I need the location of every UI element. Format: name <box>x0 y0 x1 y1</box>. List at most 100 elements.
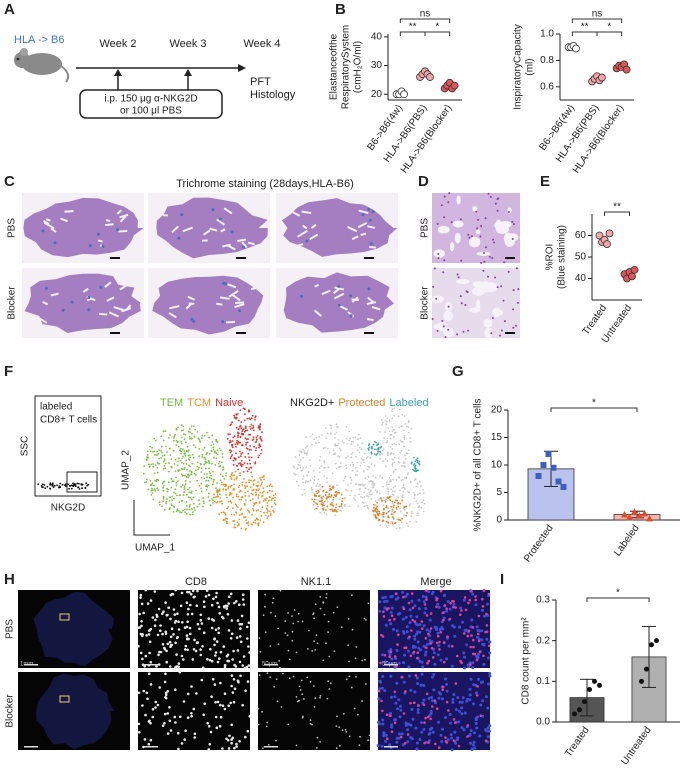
cell-dot <box>230 684 233 688</box>
umap-cell <box>374 504 377 507</box>
umap-cell <box>373 513 375 516</box>
umap-cell <box>393 432 396 434</box>
umap-cell <box>405 476 408 478</box>
scale-label: 50μm <box>382 662 397 668</box>
cell-dot <box>450 664 454 668</box>
umap-cell <box>245 447 248 449</box>
umap-cell <box>143 481 146 484</box>
cell-dot <box>227 704 230 707</box>
umap-cell <box>264 498 266 500</box>
umap-cell <box>325 497 328 500</box>
cell-dot <box>280 706 283 708</box>
cell-dot <box>278 659 281 662</box>
cell-dot <box>454 708 458 712</box>
umap-cell <box>341 500 343 503</box>
umap-cell <box>393 414 396 417</box>
cell-dot <box>174 688 177 691</box>
cell-dot <box>396 612 400 616</box>
umap-cell <box>147 456 149 459</box>
cell-dot <box>246 680 250 683</box>
cell-dot <box>338 726 341 729</box>
umap-cell <box>252 521 255 524</box>
umap-cell <box>178 509 180 512</box>
umap-cell <box>339 462 342 465</box>
cell-dot <box>231 658 234 661</box>
cell-dot <box>406 728 410 732</box>
airway <box>119 215 127 223</box>
umap-cell <box>409 503 411 506</box>
cell-dot <box>463 632 466 635</box>
y-axis-label: %ROI <box>545 244 556 271</box>
umap-cell <box>254 419 256 421</box>
umap-cell <box>236 439 238 442</box>
umap-cell <box>173 435 176 438</box>
cell-dot <box>270 611 272 614</box>
umap-cell <box>251 427 254 430</box>
cell-dot <box>247 664 251 667</box>
umap-cell <box>196 505 199 508</box>
umap-cell <box>387 427 390 429</box>
cell-dot <box>151 616 155 619</box>
cell-dot <box>156 633 160 637</box>
umap-cell <box>391 465 394 467</box>
cell-dot <box>326 697 329 700</box>
umap-cell <box>254 449 257 452</box>
umap-cell <box>315 494 317 497</box>
cell-dot <box>319 741 321 743</box>
umap-cell <box>231 474 234 477</box>
umap-cell <box>168 437 170 439</box>
cell-dot <box>390 606 394 610</box>
cell-dot <box>458 709 461 713</box>
umap-cell <box>312 503 315 506</box>
umap-cell <box>239 474 242 477</box>
cell-dot <box>246 729 250 733</box>
umap-cell <box>418 463 421 466</box>
cell-dot <box>478 734 482 738</box>
cell-dot <box>238 635 242 638</box>
airway <box>228 290 239 298</box>
cell-dot <box>229 592 233 596</box>
cell-dot <box>261 710 263 713</box>
cell-dot <box>156 703 160 707</box>
umap-cell <box>377 443 379 446</box>
umap-cell <box>323 512 326 514</box>
cell-dot <box>178 670 182 674</box>
strain-label: HLA -> B6 <box>14 34 64 46</box>
umap-cell <box>171 499 174 502</box>
cell-dot <box>241 664 244 667</box>
cell-dot <box>410 629 413 632</box>
cell-dot <box>401 617 405 621</box>
umap-cell <box>397 505 400 508</box>
cell-dot <box>313 640 315 643</box>
umap-cell <box>299 459 302 461</box>
cell-dot <box>445 657 449 661</box>
umap-cell <box>231 443 234 446</box>
umap-cell <box>391 502 394 505</box>
cell-dot <box>180 654 184 658</box>
umap-cell <box>387 515 390 518</box>
cell-dot <box>215 591 218 595</box>
significance-label: ** <box>613 202 621 213</box>
umap-cell <box>253 502 255 504</box>
umap-cell <box>387 510 390 513</box>
cell-dot <box>463 711 467 715</box>
cell-dot <box>436 653 440 657</box>
cell-dot <box>429 717 432 721</box>
umap-cell <box>167 488 170 491</box>
cell-dot <box>425 598 428 601</box>
cell-dot <box>402 595 405 599</box>
cell-dot <box>192 648 196 651</box>
cell-dot <box>266 721 269 724</box>
umap-cell <box>248 448 251 451</box>
umap-cell <box>332 487 335 489</box>
cell-dot <box>482 654 485 658</box>
umap-cell <box>352 437 355 439</box>
event-dot <box>87 483 90 486</box>
cell-dot <box>170 643 174 647</box>
umap-cell <box>184 511 187 513</box>
umap-cell <box>306 445 309 448</box>
umap-cell <box>332 496 335 499</box>
significance-label: ns <box>592 9 603 20</box>
cell-dot <box>425 692 429 696</box>
stain <box>507 270 510 273</box>
